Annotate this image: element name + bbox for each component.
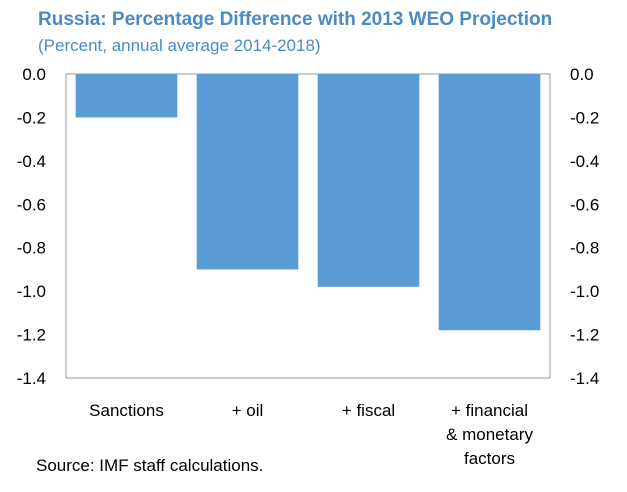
- y-tick-label-right: 0.0: [570, 65, 594, 84]
- plot-frame: [65, 73, 551, 379]
- chart-title: Russia: Percentage Difference with 2013 …: [38, 9, 553, 30]
- y-tick-label-left: 0.0: [22, 65, 46, 84]
- y-tick-label-left: -0.4: [17, 152, 46, 171]
- bar: [75, 74, 178, 118]
- category-label: + financial: [451, 401, 528, 420]
- bar: [196, 74, 299, 270]
- y-tick-label-right: -1.0: [570, 282, 599, 301]
- y-tick-label-left: -1.2: [17, 326, 46, 345]
- y-tick-label-left: -0.6: [17, 195, 46, 214]
- y-tick-label-right: -0.2: [570, 108, 599, 127]
- source-note: Source: IMF staff calculations.: [36, 456, 264, 475]
- bar: [317, 74, 420, 287]
- y-tick-label-right: -1.4: [570, 369, 599, 388]
- y-tick-label-right: -1.2: [570, 326, 599, 345]
- category-label: factors: [464, 449, 515, 468]
- bar: [438, 74, 541, 331]
- y-tick-label-right: -0.4: [570, 152, 599, 171]
- category-label: + fiscal: [342, 401, 395, 420]
- y-tick-label-left: -1.4: [17, 369, 46, 388]
- y-tick-label-left: -1.0: [17, 282, 46, 301]
- chart-subtitle: (Percent, annual average 2014-2018): [38, 36, 321, 55]
- category-label: & monetary: [446, 425, 533, 444]
- y-tick-label-right: -0.8: [570, 239, 599, 258]
- category-label: + oil: [232, 401, 264, 420]
- y-tick-label-left: -0.8: [17, 239, 46, 258]
- y-tick-label-right: -0.6: [570, 195, 599, 214]
- y-tick-label-left: -0.2: [17, 108, 46, 127]
- category-label: Sanctions: [89, 401, 164, 420]
